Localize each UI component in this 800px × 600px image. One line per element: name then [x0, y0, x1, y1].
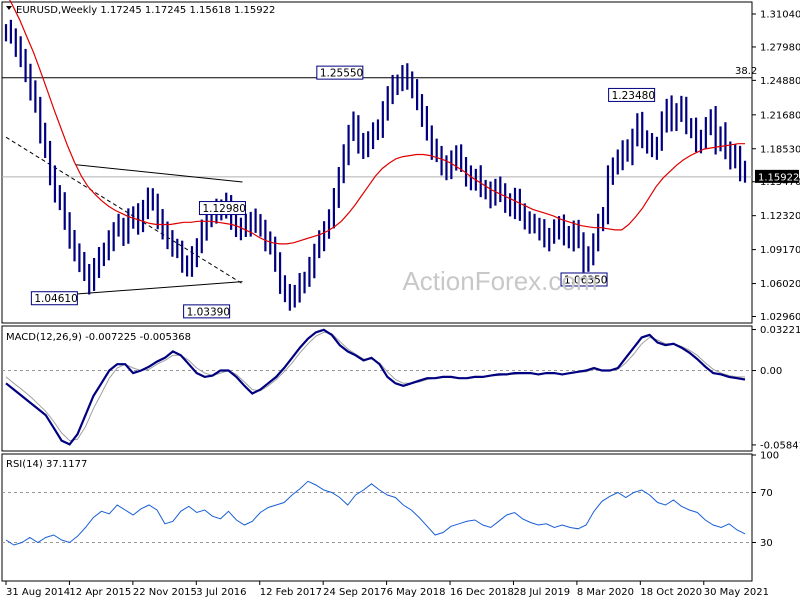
- rsi-tick-label: 30: [760, 538, 773, 549]
- price-annotation: 1.06350: [560, 272, 608, 287]
- x-tick-label: 24 Sep 2017: [323, 587, 386, 598]
- x-tick-label: 3 Jul 2016: [196, 587, 246, 598]
- macd-panel-frame: [1, 325, 753, 452]
- rsi-line: [5, 480, 746, 546]
- rsi-header: RSI(14) 37.1177: [6, 459, 87, 470]
- main-header: EURUSD,Weekly 1.17245 1.17245 1.15618 1.…: [16, 5, 275, 16]
- price-tick-label: 1.21680: [760, 110, 800, 121]
- annotation-label: 1.06350: [564, 274, 607, 286]
- watermark: ActionForex.com: [402, 266, 597, 296]
- price-annotation: 1.25550: [316, 65, 364, 80]
- annotation-box: [608, 87, 656, 102]
- rsi-tick-label: 100: [760, 451, 779, 462]
- price-tick-label: 1.09170: [760, 245, 800, 256]
- annotation-box: [183, 304, 231, 319]
- x-tick-label: 30 May 2021: [704, 587, 769, 598]
- macd-header: MACD(12,26,9) -0.007225 -0.005368: [6, 332, 191, 343]
- x-axis: 31 Aug 2014 12 Apr 2015 22 Nov 2015 3 Jul 2…: [5, 581, 769, 598]
- macd-panel: 0.032215 0.00 -0.058413 MACD(12,26,9) -0.0…: [1, 325, 800, 452]
- price-header: EURUSD,Weekly 1.17245 1.17245 1.15618 1.…: [6, 5, 275, 16]
- x-tick-label: 16 Dec 2018: [450, 587, 514, 598]
- current-price-label: 1.15922: [758, 172, 799, 183]
- macd-y-axis: 0.032215 0.00 -0.058413: [2, 325, 800, 451]
- price-panel-frame: [1, 1, 753, 324]
- price-tick-label: 1.12320: [760, 211, 800, 222]
- price-tick-label: 1.27980: [760, 42, 800, 53]
- rsi-y-axis: 100 70 30: [2, 451, 779, 549]
- annotation-label: 1.03390: [187, 306, 230, 318]
- x-tick-label: 8 Mar 2020: [577, 587, 634, 598]
- dropdown-triangle-icon[interactable]: [6, 6, 12, 10]
- price-tick-label: 1.24880: [760, 76, 800, 87]
- x-tick-label: 12 Feb 2017: [260, 587, 322, 598]
- annotation-label: 1.25550: [320, 68, 363, 80]
- x-tick-label: 18 Oct 2020: [640, 587, 702, 598]
- price-annotation: 1.23480: [608, 87, 656, 102]
- x-tick-label: 28 Jul 2019: [513, 587, 570, 598]
- x-tick-label: 22 Nov 2015: [133, 587, 197, 598]
- annotation-box: [30, 291, 78, 306]
- annotation-box: [316, 65, 364, 80]
- price-annotation: 1.03390: [183, 304, 231, 319]
- annotation-box: [560, 272, 608, 287]
- macd-tick-label: 0.00: [760, 366, 782, 377]
- x-tick-label: 6 May 2018: [387, 587, 446, 598]
- current-price-badge: 1.15922: [755, 169, 799, 183]
- x-tick-label: 12 Apr 2015: [69, 587, 131, 598]
- rsi-panel-frame: [1, 453, 753, 582]
- trendline-triangle-lower: [61, 281, 243, 296]
- price-tick-label: 1.31040: [760, 9, 800, 20]
- price-tick-label: 1.06020: [760, 279, 800, 290]
- x-tick-label: 31 Aug 2014: [6, 587, 70, 598]
- annotation-label: 1.23480: [612, 90, 655, 102]
- rsi-panel: 100 70 30 RSI(14) 37.1177: [1, 451, 779, 582]
- price-annotation: 1.04610: [30, 291, 78, 306]
- annotation-box: [198, 201, 246, 216]
- macd-tick-label: 0.032215: [760, 325, 800, 336]
- trendline-falling-channel: [5, 136, 243, 285]
- price-annotation: 1.12980: [198, 201, 246, 216]
- price-annotations: 1.04610 1.12980 1.03390 1.25550 1.06350 1.234…: [30, 65, 656, 319]
- annotation-label: 1.12980: [202, 203, 245, 215]
- price-panel: 1.310401.279801.248801.216801.185301.154…: [1, 0, 800, 324]
- annotation-label: 1.04610: [34, 293, 77, 305]
- price-tick-label: 1.18530: [760, 144, 800, 155]
- trendline-triangle-upper: [76, 164, 243, 183]
- macd-line: [5, 328, 746, 446]
- current-price-box: [755, 169, 799, 183]
- trendlines: [5, 136, 243, 296]
- price-tick-label: 1.02960: [760, 312, 800, 323]
- rsi-tick-label: 70: [760, 488, 773, 499]
- macd-tick-label: -0.058413: [760, 440, 800, 451]
- fib-38-label: 38.2: [735, 66, 757, 77]
- ma-line: [9, 0, 745, 245]
